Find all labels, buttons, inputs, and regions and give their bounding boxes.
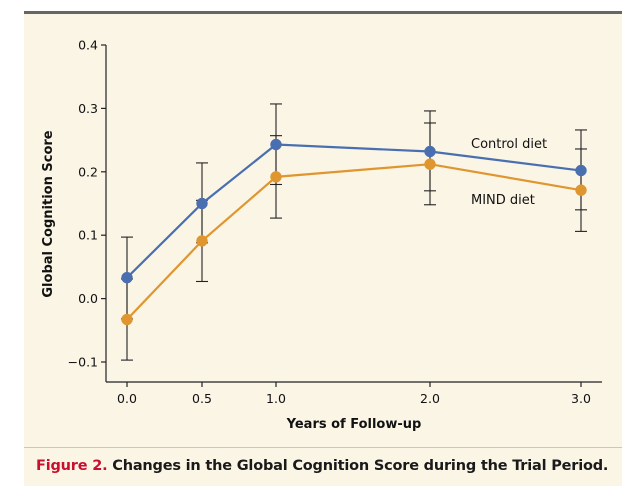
- series-lines: [126, 143, 582, 321]
- figure-label: Figure 2.: [36, 458, 108, 474]
- data-point-mind-diet: [196, 235, 208, 247]
- y-tick-label: 0.2: [78, 164, 98, 179]
- x-tick-label: 0.0: [117, 391, 137, 406]
- data-point-mind-diet: [424, 158, 436, 170]
- axes: −0.1 0.0 0.1 0.2 0.3 0.4 0.0 0.5 1.0 2.0 3.0: [68, 38, 602, 406]
- x-tick-label: 1.0: [266, 391, 286, 406]
- caption-bar: Figure 2. Changes in the Global Cognitio…: [24, 447, 622, 486]
- series-line-mind-diet: [126, 163, 582, 321]
- series-label-mind-diet: MIND diet: [471, 193, 535, 208]
- data-point-mind-diet: [270, 171, 282, 183]
- y-tick-label: −0.1: [68, 355, 98, 370]
- figure-caption: Figure 2. Changes in the Global Cognitio…: [36, 458, 608, 474]
- y-tick-label: 0.4: [78, 38, 98, 53]
- data-point-control-diet: [270, 138, 282, 151]
- data-point-control-diet: [121, 271, 133, 284]
- data-point-control-diet: [575, 164, 587, 177]
- x-tick-label: 3.0: [571, 391, 591, 406]
- y-tick-label: 0.1: [78, 228, 98, 243]
- y-tick-label: 0.3: [78, 101, 98, 116]
- series-line-control-diet: [126, 143, 582, 279]
- x-tick-label: 0.5: [192, 391, 212, 406]
- figure-caption-text: Changes in the Global Cognition Score du…: [112, 458, 609, 474]
- data-point-control-diet: [196, 197, 208, 210]
- data-point-control-diet: [424, 145, 436, 158]
- chart-panel: [24, 14, 622, 447]
- y-tick-label: 0.0: [78, 291, 98, 306]
- x-axis-title: Years of Follow-up: [286, 417, 422, 432]
- x-tick-label: 2.0: [420, 391, 440, 406]
- top-rule: [24, 11, 622, 14]
- data-point-mind-diet: [121, 313, 133, 326]
- series-label-control-diet: Control diet: [471, 137, 547, 152]
- y-axis-title: Global Cognition Score: [41, 130, 56, 297]
- series-points: [121, 138, 587, 326]
- data-point-mind-diet: [575, 184, 587, 196]
